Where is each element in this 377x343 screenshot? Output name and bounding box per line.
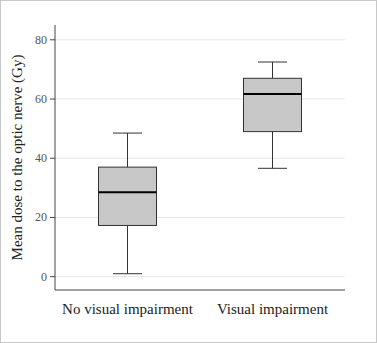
lower-whisker [127, 225, 128, 273]
tick-label: 20 [35, 210, 47, 224]
lower-whisker [272, 132, 273, 169]
x-axis [55, 290, 345, 291]
category-label: Visual impairment [217, 301, 329, 317]
tick-label: 40 [35, 151, 47, 165]
whisker-cap-min [258, 168, 287, 169]
tick-mark [50, 39, 55, 40]
upper-whisker [127, 133, 128, 167]
figure-border [1, 1, 377, 343]
y-axis [55, 25, 56, 290]
tick-mark [50, 217, 55, 218]
boxes [99, 62, 302, 274]
box [99, 167, 157, 225]
tick-mark [50, 276, 55, 277]
grid-line [55, 158, 345, 159]
tick-label: 60 [35, 92, 47, 106]
chart-svg: 0 20 40 60 80 No visual impairment Visual impa… [0, 0, 377, 343]
grid-line [55, 276, 345, 277]
whisker-cap-max [113, 133, 142, 134]
category-label: No visual impairment [62, 301, 194, 317]
tick-mark [50, 99, 55, 100]
grid-line [55, 39, 345, 40]
y-axis-label: Mean dose to the optic nerve (Gy) [9, 55, 26, 261]
median-line [244, 93, 302, 95]
tick-label: 80 [35, 33, 47, 47]
chart-container: 0 20 40 60 80 No visual impairment Visual impa… [0, 0, 377, 343]
whisker-cap-min [113, 273, 142, 274]
tick-mark [50, 158, 55, 159]
box [244, 78, 302, 131]
whisker-cap-max [258, 62, 287, 63]
tick-label: 0 [41, 270, 47, 284]
upper-whisker [272, 62, 273, 78]
median-line [99, 191, 157, 193]
